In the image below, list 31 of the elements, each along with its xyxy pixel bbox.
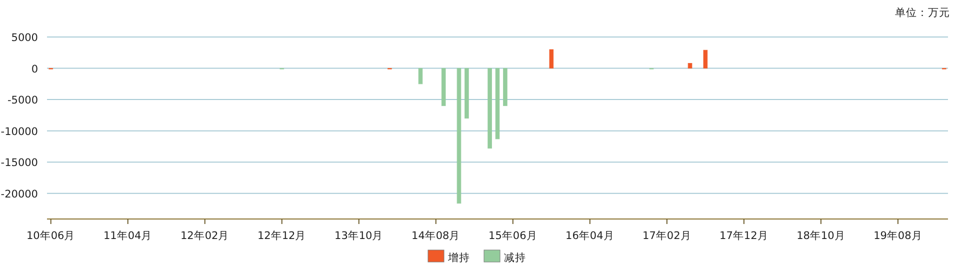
x-tick-label: 11年04月 bbox=[103, 230, 152, 242]
x-tick-label: 18年10月 bbox=[796, 230, 846, 242]
legend-label: 减持 bbox=[504, 251, 526, 264]
legend-label: 增持 bbox=[447, 252, 470, 264]
y-tick-label: 5000 bbox=[11, 32, 38, 44]
y-tick-label: -20000 bbox=[0, 188, 38, 200]
y-tick-label: 0 bbox=[31, 63, 38, 76]
bar bbox=[503, 68, 508, 106]
x-tick-label: 16年04月 bbox=[566, 230, 614, 242]
y-tick-label: -15000 bbox=[0, 157, 38, 170]
x-tick-label: 12年12月 bbox=[258, 230, 306, 242]
y-tick-label: -5000 bbox=[7, 94, 38, 107]
x-tick-label: 17年02月 bbox=[642, 230, 692, 242]
bar bbox=[464, 68, 469, 119]
bar bbox=[703, 50, 708, 69]
bar bbox=[688, 63, 692, 69]
bar bbox=[441, 68, 446, 106]
y-tick-label: -10000 bbox=[0, 126, 38, 138]
bar bbox=[488, 68, 492, 149]
x-tick-label: 12年02月 bbox=[180, 230, 230, 242]
bar bbox=[456, 68, 462, 204]
bar bbox=[418, 68, 423, 84]
bar bbox=[495, 68, 500, 140]
x-tick-label: 15年06月 bbox=[488, 230, 538, 242]
bar bbox=[549, 49, 554, 69]
x-tick-label: 19年08月 bbox=[874, 230, 922, 242]
x-tick-label: 13年10月 bbox=[334, 230, 384, 242]
x-tick-label: 14年08月 bbox=[412, 230, 460, 242]
x-tick-label: 17年12月 bbox=[720, 230, 768, 242]
x-tick-label: 10年06月 bbox=[26, 230, 76, 242]
text: 单位：万元 bbox=[895, 6, 950, 19]
